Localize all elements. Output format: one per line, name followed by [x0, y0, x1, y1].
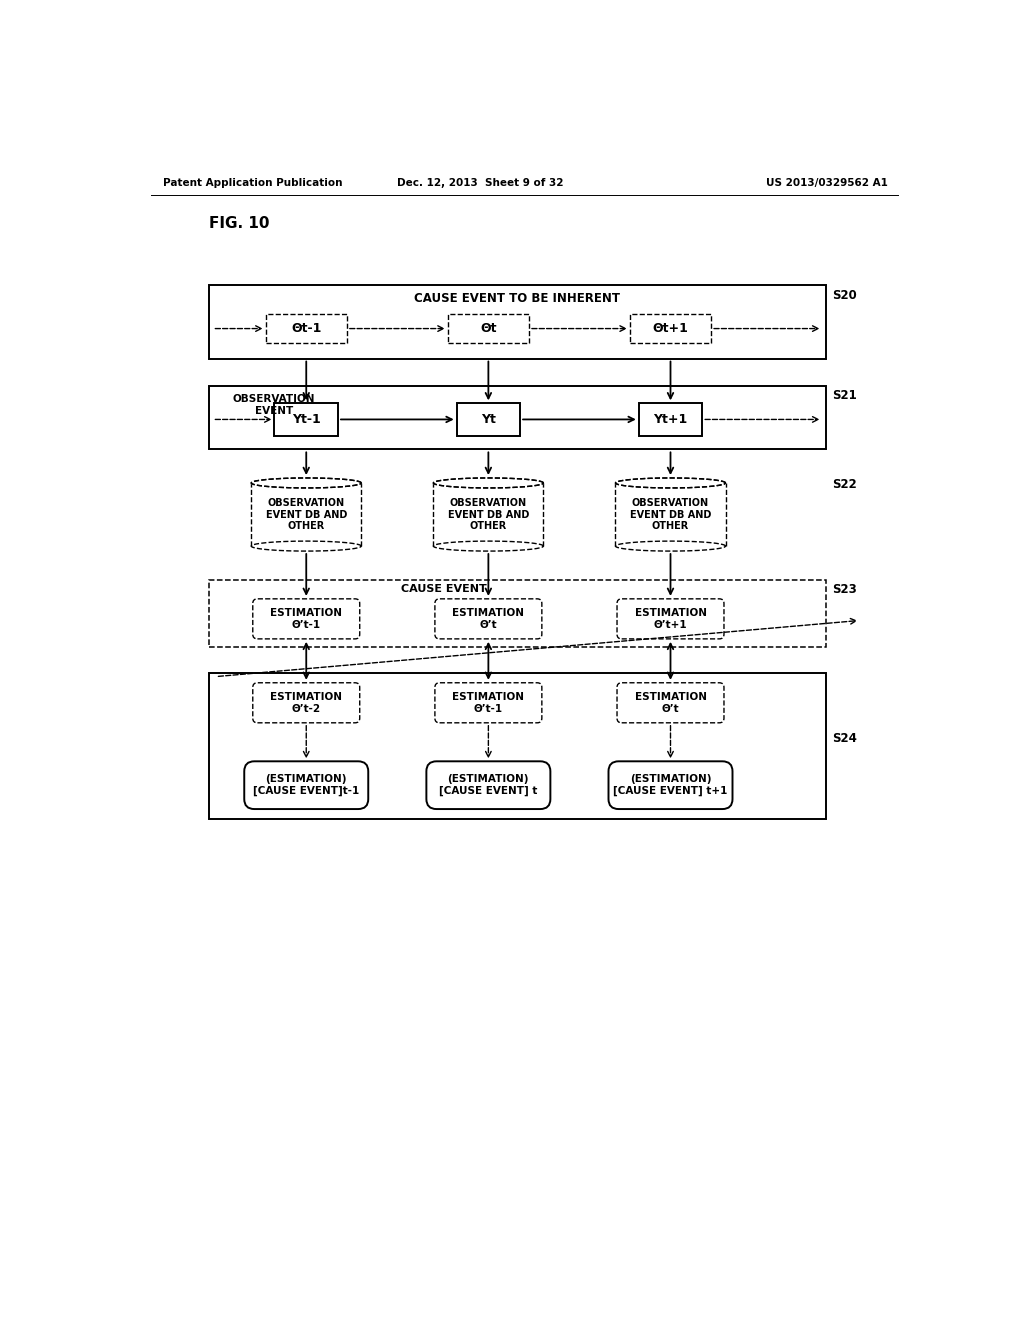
- FancyBboxPatch shape: [630, 314, 712, 343]
- Text: S24: S24: [831, 733, 856, 744]
- FancyBboxPatch shape: [608, 762, 732, 809]
- FancyBboxPatch shape: [209, 673, 825, 818]
- Text: (ESTIMATION)
[CAUSE EVENT] t: (ESTIMATION) [CAUSE EVENT] t: [439, 775, 538, 796]
- Text: CAUSE EVENT: CAUSE EVENT: [400, 585, 486, 594]
- Text: OBSERVATION
EVENT DB AND
OTHER: OBSERVATION EVENT DB AND OTHER: [630, 498, 712, 531]
- Polygon shape: [615, 483, 726, 546]
- FancyBboxPatch shape: [209, 581, 825, 647]
- Text: Θt-1: Θt-1: [291, 322, 322, 335]
- Text: Θt: Θt: [480, 322, 497, 335]
- Polygon shape: [433, 478, 544, 488]
- FancyBboxPatch shape: [639, 404, 702, 436]
- Text: ESTIMATION
Θ’t-1: ESTIMATION Θ’t-1: [453, 692, 524, 714]
- FancyBboxPatch shape: [447, 314, 529, 343]
- FancyBboxPatch shape: [617, 682, 724, 723]
- Text: ESTIMATION
Θ’t+1: ESTIMATION Θ’t+1: [635, 609, 707, 630]
- Text: (ESTIMATION)
[CAUSE EVENT] t+1: (ESTIMATION) [CAUSE EVENT] t+1: [613, 775, 728, 796]
- Text: Patent Application Publication: Patent Application Publication: [163, 178, 342, 187]
- Text: S23: S23: [831, 583, 856, 597]
- Text: ESTIMATION
Θ’t-2: ESTIMATION Θ’t-2: [270, 692, 342, 714]
- FancyBboxPatch shape: [245, 762, 369, 809]
- FancyBboxPatch shape: [435, 599, 542, 639]
- Text: ESTIMATION
Θ’t-1: ESTIMATION Θ’t-1: [270, 609, 342, 630]
- FancyBboxPatch shape: [209, 285, 825, 359]
- Polygon shape: [251, 478, 361, 488]
- Text: ESTIMATION
Θ’t: ESTIMATION Θ’t: [453, 609, 524, 630]
- Polygon shape: [615, 478, 726, 488]
- Text: Dec. 12, 2013  Sheet 9 of 32: Dec. 12, 2013 Sheet 9 of 32: [397, 178, 564, 187]
- Text: ESTIMATION
Θ’t: ESTIMATION Θ’t: [635, 692, 707, 714]
- Text: Yt-1: Yt-1: [292, 413, 321, 426]
- Text: S21: S21: [831, 388, 856, 401]
- Text: S22: S22: [831, 478, 856, 491]
- FancyBboxPatch shape: [426, 762, 550, 809]
- Text: Θt+1: Θt+1: [652, 322, 688, 335]
- FancyBboxPatch shape: [457, 404, 520, 436]
- Text: (ESTIMATION)
[CAUSE EVENT]t-1: (ESTIMATION) [CAUSE EVENT]t-1: [253, 775, 359, 796]
- FancyBboxPatch shape: [253, 682, 359, 723]
- Polygon shape: [251, 483, 361, 546]
- Polygon shape: [433, 483, 544, 546]
- FancyBboxPatch shape: [274, 404, 338, 436]
- FancyBboxPatch shape: [209, 385, 825, 450]
- Text: Yt: Yt: [481, 413, 496, 426]
- Text: OBSERVATION
EVENT: OBSERVATION EVENT: [232, 395, 315, 416]
- Text: Yt+1: Yt+1: [653, 413, 688, 426]
- Text: CAUSE EVENT TO BE INHERENT: CAUSE EVENT TO BE INHERENT: [415, 293, 621, 305]
- Text: US 2013/0329562 A1: US 2013/0329562 A1: [766, 178, 888, 187]
- Text: OBSERVATION
EVENT DB AND
OTHER: OBSERVATION EVENT DB AND OTHER: [265, 498, 347, 531]
- Text: FIG. 10: FIG. 10: [209, 216, 270, 231]
- FancyBboxPatch shape: [617, 599, 724, 639]
- FancyBboxPatch shape: [253, 599, 359, 639]
- Text: OBSERVATION
EVENT DB AND
OTHER: OBSERVATION EVENT DB AND OTHER: [447, 498, 529, 531]
- Text: S20: S20: [831, 289, 856, 301]
- FancyBboxPatch shape: [435, 682, 542, 723]
- FancyBboxPatch shape: [265, 314, 347, 343]
